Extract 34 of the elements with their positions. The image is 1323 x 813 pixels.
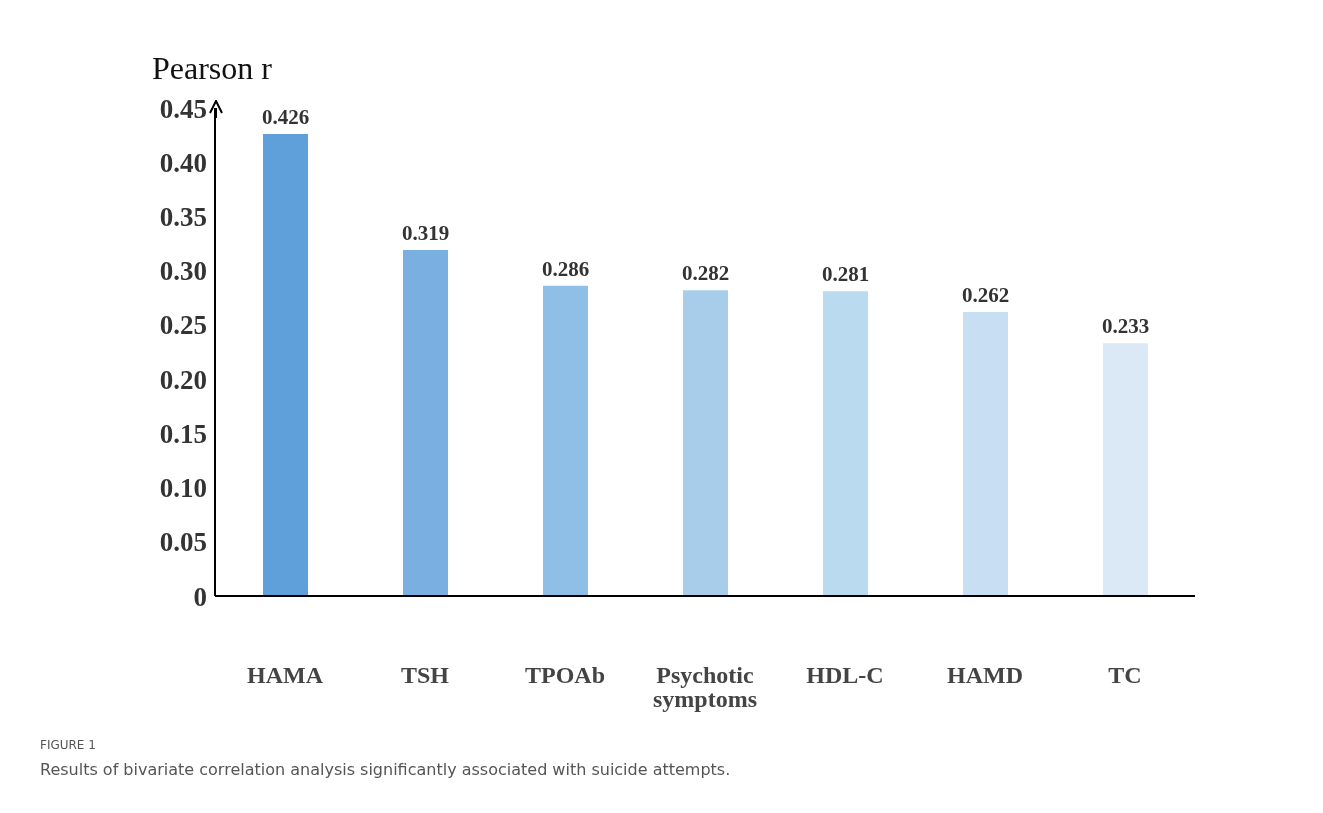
caption: FIGURE 1 xyxy=(40,738,96,752)
x-tick-label: HAMD xyxy=(947,662,1023,689)
bar xyxy=(823,291,868,596)
x-tick-label: TSH xyxy=(400,662,450,689)
bar xyxy=(263,134,308,596)
y-tick-label: 0.05 xyxy=(159,527,207,558)
bar xyxy=(1103,343,1148,596)
x-tick-label: Psychotic symptoms xyxy=(652,662,758,713)
bar xyxy=(403,250,448,596)
y-tick-label: 0.35 xyxy=(159,202,207,233)
x-tick-label: HAMA xyxy=(247,662,324,689)
y-tick-label: 0.15 xyxy=(159,418,207,449)
y-tick-label: 0.45 xyxy=(159,93,207,124)
y-tick-label: 0.20 xyxy=(159,364,207,395)
data-label: 0.262 xyxy=(961,282,1010,307)
data-label: 0.426 xyxy=(261,105,310,130)
data-label: 0.233 xyxy=(1101,314,1150,339)
data-label: 0.281 xyxy=(821,262,870,287)
y-tick-label: 0.10 xyxy=(159,473,207,504)
y-axis-title: Pearson r xyxy=(152,50,272,87)
x-tick-label: TPOAb xyxy=(524,662,606,689)
data-label: 0.286 xyxy=(541,256,590,281)
y-tick-label: 0.30 xyxy=(159,256,207,287)
x-tick-label: HDL-C xyxy=(806,662,884,689)
x-tick-label: TC xyxy=(1108,662,1142,689)
y-tick-label: 0.40 xyxy=(159,147,207,178)
y-tick-label: 0 xyxy=(193,581,207,612)
bar xyxy=(963,311,1008,596)
bar xyxy=(543,285,588,596)
data-label: 0.319 xyxy=(401,221,450,246)
bar xyxy=(683,290,728,596)
y-tick-label: 0.25 xyxy=(159,310,207,341)
text: Results of bivariate correlation analysis significantly associated with suicide attempts. xyxy=(40,760,731,779)
data-label: 0.282 xyxy=(681,261,730,286)
